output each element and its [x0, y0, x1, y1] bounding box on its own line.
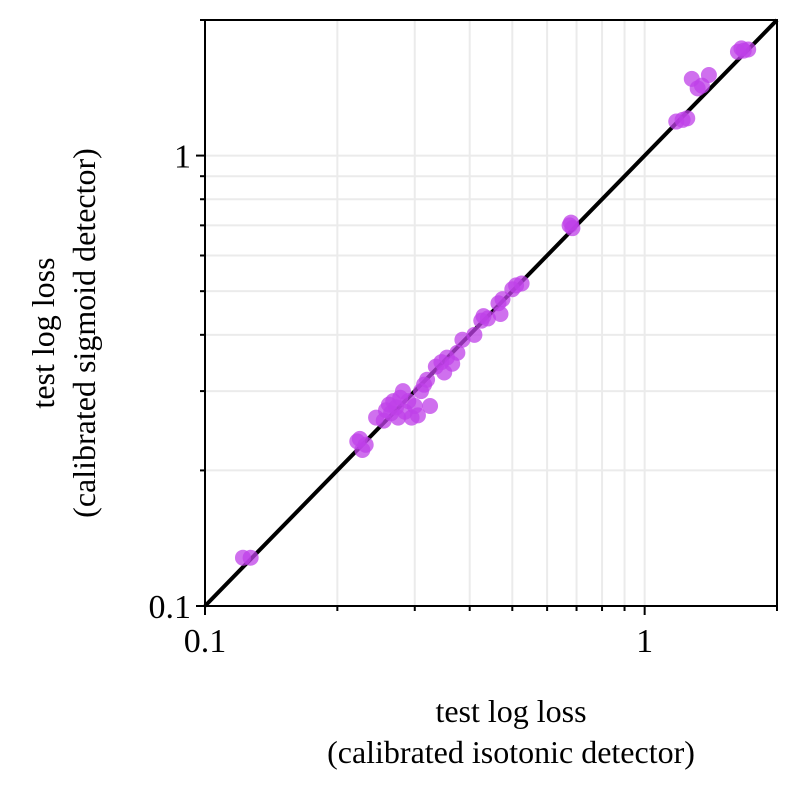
- y-axis-label-line-2: (calibrated sigmoid detector): [66, 148, 102, 518]
- scatter-point: [740, 41, 757, 58]
- scatter-point: [492, 305, 509, 322]
- scatter-point: [409, 407, 426, 424]
- y-tick-label: 1: [174, 139, 191, 176]
- scatter-point: [422, 397, 439, 414]
- scatter-point: [466, 326, 483, 343]
- scatter-point: [479, 310, 496, 327]
- plot-frame: [204, 19, 778, 607]
- y-axis-label-line-1: test log loss: [25, 257, 61, 408]
- scatter-point: [357, 436, 374, 453]
- data-points: [234, 40, 757, 566]
- y-tick-label: 0.1: [149, 589, 192, 626]
- scatter-point: [564, 220, 581, 237]
- scatter-point: [449, 344, 466, 361]
- x-tick-label: 1: [636, 623, 653, 660]
- scatter-point: [242, 549, 259, 566]
- x-tick-label: 0.1: [184, 623, 227, 660]
- scatter-point: [494, 291, 511, 308]
- x-axis-label-line-1: test log loss: [435, 693, 586, 729]
- scatter-point: [679, 110, 696, 127]
- scatter-point: [419, 371, 436, 388]
- scatter-point: [513, 275, 530, 292]
- scatter-point: [454, 331, 471, 348]
- axis-ticks: 0.1 1 0.1 1: [149, 19, 778, 660]
- x-axis-label-line-2: (calibrated isotonic detector): [327, 734, 695, 770]
- scatter-point: [700, 66, 717, 83]
